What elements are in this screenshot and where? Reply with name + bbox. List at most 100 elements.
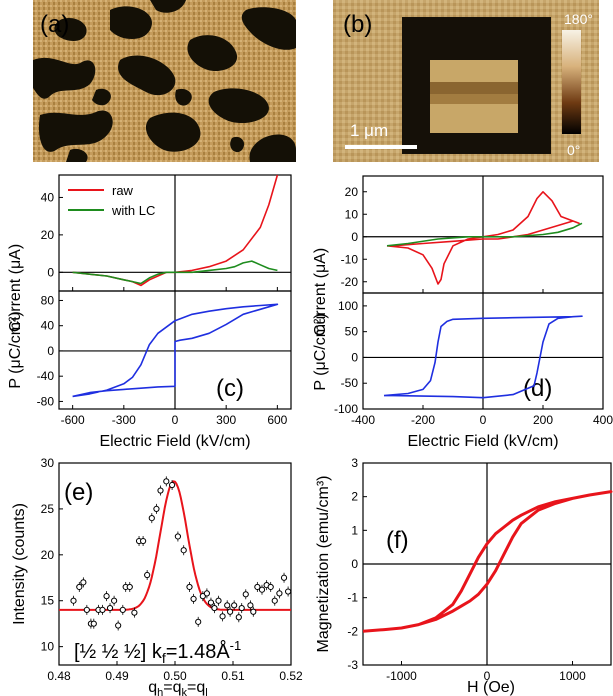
data-point <box>224 602 231 609</box>
data-point <box>163 478 170 485</box>
panel-label-f: (f) <box>386 527 409 554</box>
data-point <box>235 614 242 621</box>
series-line <box>72 303 279 398</box>
data-point <box>80 579 87 586</box>
chart-c-bottom: -80 -40 0 40 80 -600 -300 0 300 600 <box>37 291 291 427</box>
x-tick-label: 0 <box>484 669 491 683</box>
x-tick-label: 0.49 <box>105 669 129 683</box>
y-tick-label: 80 <box>41 293 55 307</box>
afm-image-a: (a) <box>33 0 296 162</box>
axis-label-f-x: H (Oe) <box>467 679 515 696</box>
axis-label-d-x: Electric Field (kV/cm) <box>407 433 558 450</box>
legend-raw: raw <box>112 183 134 198</box>
y-tick-label: 100 <box>338 299 358 313</box>
data-point <box>242 591 249 598</box>
data-point <box>271 597 278 604</box>
data-point <box>111 597 118 604</box>
x-tick-label: 600 <box>267 413 287 427</box>
panel-label-a: (a) <box>40 11 69 38</box>
chart-panel-f: (f) Magnetization (emu/cm³) H (Oe) <box>315 462 612 696</box>
annotation-e: [½ ½ ½] kf=1.48Å-1 <box>74 638 241 666</box>
scale-bar-label: 1 μm <box>350 121 388 140</box>
chart-panel-c: raw with LC (c) Current (μA) P (μC/cm²) … <box>7 174 292 450</box>
y-tick-label: -50 <box>341 376 359 390</box>
data-point <box>254 583 261 591</box>
axis-label-f-y: Magnetization (emu/cm³) <box>315 476 332 653</box>
data-point <box>231 602 238 609</box>
data-point <box>207 599 215 606</box>
data-point <box>203 590 210 597</box>
axis-label-e-y: Intensity (counts) <box>11 503 28 625</box>
axis-label-d-top-y: Current (μA) <box>312 248 329 336</box>
data-point <box>258 586 266 593</box>
x-tick-label: 0.52 <box>279 669 303 683</box>
y-tick-label: -3 <box>347 658 358 672</box>
legend-c: raw with LC <box>68 183 155 218</box>
data-point <box>148 514 155 522</box>
data-point <box>238 604 245 612</box>
axis-label-c-x: Electric Field (kV/cm) <box>99 433 250 450</box>
chart-d-bottom: -100 -50 0 50 100 -400 -200 0 200 400 <box>334 293 613 427</box>
data-point <box>211 604 218 612</box>
data-point <box>131 609 138 616</box>
x-tick-label: -400 <box>351 413 375 427</box>
panel-label-b: (b) <box>343 11 372 38</box>
data-point <box>247 602 254 609</box>
data-point <box>76 583 83 591</box>
data-point <box>90 620 97 627</box>
data-point <box>190 595 197 602</box>
data-point <box>83 606 90 614</box>
data-point <box>219 613 226 620</box>
x-tick-label: -1000 <box>386 669 417 683</box>
data-point <box>280 574 288 581</box>
y-tick-label: 0 <box>351 230 358 244</box>
data-point <box>215 597 222 604</box>
y-tick-label: 30 <box>41 456 55 470</box>
data-point <box>174 533 181 540</box>
y-tick-label: 2 <box>351 490 358 504</box>
legend-with-lc: with LC <box>111 203 155 218</box>
x-tick-label: -200 <box>411 413 435 427</box>
x-tick-label: 0.48 <box>47 669 71 683</box>
series-line <box>72 260 278 285</box>
axis-label-c-bottom-y: P (μC/cm²) <box>7 311 24 388</box>
y-tick-label: 20 <box>41 228 55 242</box>
y-tick-label: 50 <box>345 325 359 339</box>
data-point <box>103 593 110 600</box>
data-point <box>227 608 234 615</box>
scale-bar <box>345 145 417 149</box>
data-point <box>169 481 176 489</box>
axis-label-d-bottom-y: P (μC/cm²) <box>312 313 329 390</box>
y-tick-label: -40 <box>37 369 55 383</box>
x-tick-label: 300 <box>216 413 236 427</box>
x-tick-label: 1000 <box>559 669 586 683</box>
data-point <box>115 622 122 629</box>
y-tick-label: 25 <box>41 502 55 516</box>
axis-label-e-x: qh=qk=ql <box>148 679 207 696</box>
data-point <box>99 606 106 614</box>
colorbar-min-label: 0° <box>567 142 580 158</box>
data-point <box>250 608 257 615</box>
x-tick-label: 400 <box>593 413 613 427</box>
chart-f: -3 -2 -1 0 1 2 3 -1000 0 1000 <box>347 456 613 683</box>
y-tick-label: 10 <box>345 207 359 221</box>
x-tick-label: 0 <box>480 413 487 427</box>
data-point <box>70 597 77 604</box>
data-point <box>157 487 164 494</box>
x-tick-label: 0.51 <box>221 669 245 683</box>
y-tick-label: 10 <box>41 640 55 654</box>
y-tick-label: 40 <box>41 190 55 204</box>
y-tick-label: 0 <box>351 557 358 571</box>
data-point <box>144 571 151 579</box>
data-point <box>119 606 126 614</box>
series-line <box>386 191 580 285</box>
data-point <box>126 583 133 591</box>
y-tick-label: -100 <box>334 402 358 416</box>
data-point <box>106 604 114 612</box>
data-point <box>153 505 160 513</box>
colorbar-max-label: 180° <box>564 11 593 27</box>
series-line <box>362 490 613 633</box>
chart-e: 10 15 20 25 30 0.48 0.49 0.50 0.51 0.52 <box>41 456 303 683</box>
